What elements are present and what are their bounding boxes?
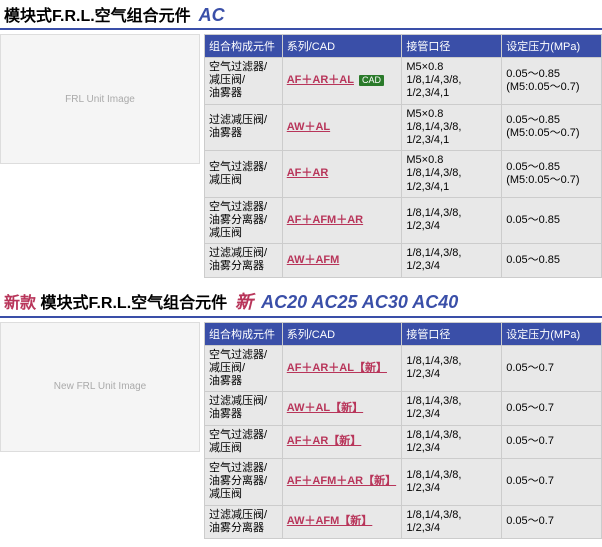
table-row: 空气过滤器/油雾分离器/减压阀 AF＋AFM＋AR 1/8,1/4,3/8,1/2,… xyxy=(205,197,602,244)
cell-component: 空气过滤器/油雾分离器/减压阀 xyxy=(205,197,283,244)
table-row: 空气过滤器/减压阀/油雾器AF＋AR＋AL CADM5×0.81/8,1/4,3… xyxy=(205,58,602,105)
section-ac-new: 新款 模块式F.R.L.空气组合元件 新 AC20 AC25 AC30 AC40… xyxy=(0,286,602,539)
series-link[interactable]: AF＋AR＋AL xyxy=(287,74,354,86)
cell-pressure: 0.05～0.7 xyxy=(502,458,602,505)
section-title-2-text: 模块式F.R.L.空气组合元件 xyxy=(40,295,227,312)
cell-pressure: 0.05～0.85 xyxy=(502,197,602,244)
cell-port: M5×0.81/8,1/4,3/8,1/2,3/4,1 xyxy=(402,58,502,105)
cell-pressure: 0.05～0.85 xyxy=(502,244,602,277)
cell-port: 1/8,1/4,3/8,1/2,3/4 xyxy=(402,425,502,458)
cell-series: AF＋AR＋AL CAD xyxy=(282,58,402,105)
table-row: 空气过滤器/减压阀/油雾器 AF＋AR＋AL【新】 1/8,1/4,3/8,1/2,… xyxy=(205,345,602,392)
th-pressure-2: 设定压力(MPa) xyxy=(502,322,602,345)
series-link[interactable]: AF＋AR【新】 xyxy=(287,435,362,447)
product-image-2: New FRL Unit Image xyxy=(0,322,200,452)
cell-port: 1/8,1/4,3/8,1/2,3/4 xyxy=(402,345,502,392)
cell-port: M5×0.81/8,1/4,3/8,1/2,3/4,1 xyxy=(402,104,502,151)
cell-series: AW＋AL xyxy=(282,104,402,151)
cell-series: AF＋AFM＋AR xyxy=(282,197,402,244)
cell-pressure: 0.05～0.7 xyxy=(502,345,602,392)
cell-port: 1/8,1/4,3/8,1/2,3/4 xyxy=(402,244,502,277)
series-link[interactable]: AW＋AL xyxy=(287,121,330,133)
table-row: 过滤减压阀/油雾分离器 AW＋AFM 1/8,1/4,3/8,1/2,3/40.05… xyxy=(205,244,602,277)
section-models-2: AC20 AC25 AC30 AC40 xyxy=(261,292,458,313)
cell-component: 空气过滤器/减压阀/油雾器 xyxy=(205,345,283,392)
table-row: 空气过滤器/减压阀 AF＋AR【新】 1/8,1/4,3/8,1/2,3/40.05… xyxy=(205,425,602,458)
cell-component: 过滤减压阀/油雾分离器 xyxy=(205,244,283,277)
series-link[interactable]: AF＋AR＋AL【新】 xyxy=(287,362,387,374)
th-component-2: 组合构成元件 xyxy=(205,322,283,345)
series-link[interactable]: AW＋AFM【新】 xyxy=(287,515,373,527)
cell-component: 过滤减压阀/油雾器 xyxy=(205,392,283,425)
content-row-2: New FRL Unit Image 组合构成元件 系列/CAD 接管口径 设定… xyxy=(0,318,602,539)
series-link[interactable]: AW＋AFM xyxy=(287,254,340,266)
cell-series: AW＋AFM xyxy=(282,244,402,277)
table-row: 空气过滤器/油雾分离器/减压阀 AF＋AFM＋AR【新】 1/8,1/4,3/8,1… xyxy=(205,458,602,505)
section-model-new: 新 xyxy=(235,288,253,314)
cell-component: 空气过滤器/减压阀/油雾器 xyxy=(205,58,283,105)
cell-component: 空气过滤器/减压阀 xyxy=(205,151,283,198)
th-series-2: 系列/CAD xyxy=(282,322,402,345)
cell-series: AF＋AR＋AL【新】 xyxy=(282,345,402,392)
cell-pressure: 0.05～0.7 xyxy=(502,392,602,425)
cell-component: 空气过滤器/减压阀 xyxy=(205,425,283,458)
th-port: 接管口径 xyxy=(402,35,502,58)
cell-component: 空气过滤器/油雾分离器/减压阀 xyxy=(205,458,283,505)
series-link[interactable]: AF＋AR xyxy=(287,167,329,179)
th-component: 组合构成元件 xyxy=(205,35,283,58)
table-row: 过滤减压阀/油雾器 AW＋AL【新】 1/8,1/4,3/8,1/2,3/40.05… xyxy=(205,392,602,425)
cell-series: AF＋AR xyxy=(282,151,402,198)
section-title-2: 新款 模块式F.R.L.空气组合元件 xyxy=(4,289,227,313)
section-header-1: 模块式F.R.L.空气组合元件 AC xyxy=(0,0,602,30)
product-image-1: FRL Unit Image xyxy=(0,34,200,164)
content-row-1: FRL Unit Image 组合构成元件 系列/CAD 接管口径 设定压力(M… xyxy=(0,30,602,278)
cell-pressure: 0.05～0.85(M5:0.05～0.7) xyxy=(502,104,602,151)
cell-port: 1/8,1/4,3/8,1/2,3/4 xyxy=(402,458,502,505)
cell-series: AW＋AL【新】 xyxy=(282,392,402,425)
section-header-2: 新款 模块式F.R.L.空气组合元件 新 AC20 AC25 AC30 AC40 xyxy=(0,286,602,318)
th-series: 系列/CAD xyxy=(282,35,402,58)
cell-port: 1/8,1/4,3/8,1/2,3/4 xyxy=(402,197,502,244)
cell-series: AF＋AR【新】 xyxy=(282,425,402,458)
series-link[interactable]: AF＋AFM＋AR【新】 xyxy=(287,475,396,487)
series-link[interactable]: AF＋AFM＋AR xyxy=(287,214,363,226)
th-port-2: 接管口径 xyxy=(402,322,502,345)
new-prefix: 新款 xyxy=(4,295,36,312)
cell-pressure: 0.05～0.85(M5:0.05～0.7) xyxy=(502,151,602,198)
cell-pressure: 0.05～0.7 xyxy=(502,425,602,458)
th-pressure: 设定压力(MPa) xyxy=(502,35,602,58)
table-row: 空气过滤器/减压阀 AF＋AR M5×0.81/8,1/4,3/8,1/2,3/4,… xyxy=(205,151,602,198)
spec-table-2: 组合构成元件 系列/CAD 接管口径 设定压力(MPa) 空气过滤器/减压阀/油… xyxy=(204,322,602,539)
cad-badge[interactable]: CAD xyxy=(359,75,384,86)
section-ac: 模块式F.R.L.空气组合元件 AC FRL Unit Image 组合构成元件… xyxy=(0,0,602,278)
section-title-1: 模块式F.R.L.空气组合元件 xyxy=(4,2,191,26)
cell-port: M5×0.81/8,1/4,3/8,1/2,3/4,1 xyxy=(402,151,502,198)
cell-series: AF＋AFM＋AR【新】 xyxy=(282,458,402,505)
series-link[interactable]: AW＋AL【新】 xyxy=(287,402,363,414)
spec-table-1: 组合构成元件 系列/CAD 接管口径 设定压力(MPa) 空气过滤器/减压阀/油… xyxy=(204,34,602,278)
cell-component: 过滤减压阀/油雾器 xyxy=(205,104,283,151)
table-row: 过滤减压阀/油雾器 AW＋AL M5×0.81/8,1/4,3/8,1/2,3/4,… xyxy=(205,104,602,151)
cell-pressure: 0.05～0.85(M5:0.05～0.7) xyxy=(502,58,602,105)
section-model-1: AC xyxy=(199,5,225,26)
cell-port: 1/8,1/4,3/8,1/2,3/4 xyxy=(402,392,502,425)
